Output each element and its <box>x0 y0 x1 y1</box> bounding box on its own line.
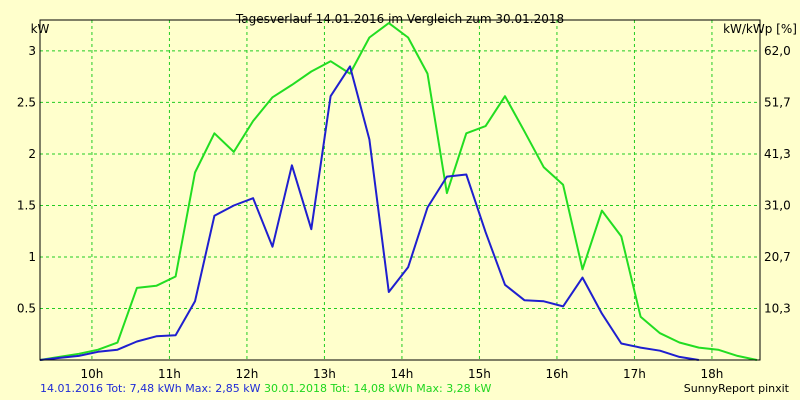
x-tick-label: 11h <box>158 367 181 381</box>
y-tick-label-left: 1 <box>28 250 36 264</box>
y-tick-label-right: 51,7 <box>764 95 791 109</box>
x-tick-label: 13h <box>313 367 336 381</box>
series-line-14-01-2016 <box>39 65 699 361</box>
tick-labels: 10h 11h 12h 13h 14h 15h 16h 17h 18h0.511.522.531… <box>17 44 791 381</box>
x-tick-label: 12h <box>235 367 258 381</box>
y-tick-label-left: 2 <box>28 147 36 161</box>
series-line-30-01-2018 <box>39 22 758 361</box>
x-tick-label: 18h <box>701 367 724 381</box>
y-tick-label-right: 10,3 <box>764 301 791 315</box>
chart-title: Tagesverlauf 14.01.2016 im Vergleich zum… <box>235 12 564 26</box>
plot-frame <box>39 19 761 361</box>
x-tick-label: 14h <box>391 367 414 381</box>
y-tick-label-left: 1.5 <box>17 198 36 212</box>
series-lines <box>39 22 758 361</box>
x-tick-label: 10h <box>80 367 103 381</box>
x-tick-label: 15h <box>468 367 491 381</box>
footer-series-2016: 14.01.2016 Tot: 7,48 kWh Max: 2,85 kW <box>40 382 261 395</box>
x-tick-label: 17h <box>623 367 646 381</box>
y-tick-label-left: 3 <box>28 44 36 58</box>
y-tick-label-left: 0.5 <box>17 301 36 315</box>
y-tick-label-right: 20,7 <box>764 250 791 264</box>
y-tick-label-right: 31,0 <box>764 198 791 212</box>
y-tick-label-left: 2.5 <box>17 95 36 109</box>
chart-footer: 14.01.2016 Tot: 7,48 kWh Max: 2,85 kW 30… <box>40 382 491 395</box>
credit-text: SunnyReport pinxit <box>683 382 789 395</box>
y-tick-label-right: 62,0 <box>764 44 791 58</box>
grid <box>40 20 760 360</box>
y-tick-label-right: 41,3 <box>764 147 791 161</box>
footer-series-2018: 30.01.2018 Tot: 14,08 kWh Max: 3,28 kW <box>263 382 492 395</box>
x-tick-label: 16h <box>546 367 569 381</box>
